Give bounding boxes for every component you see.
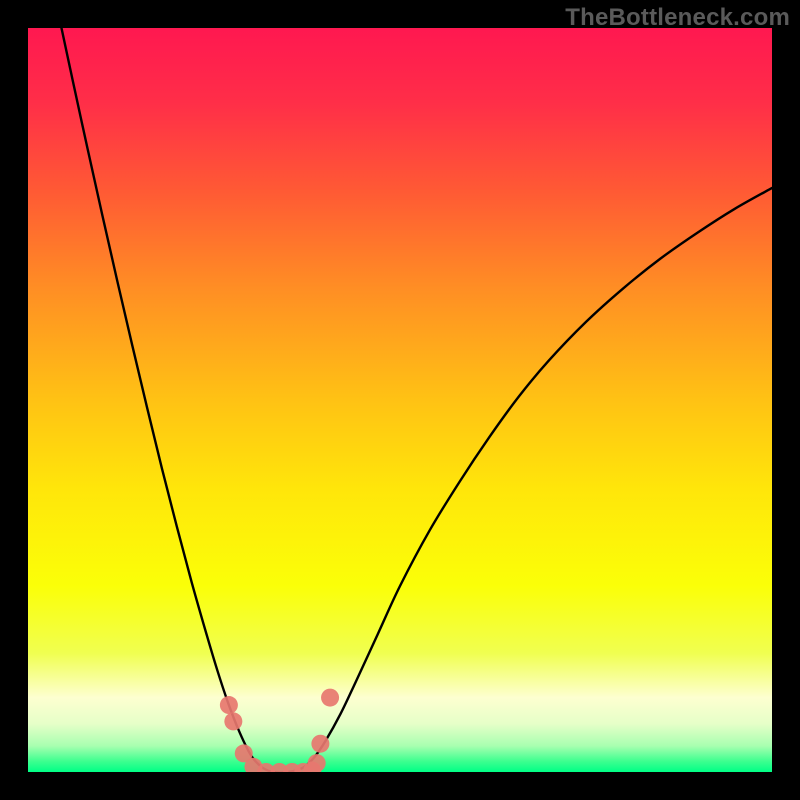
data-marker	[321, 689, 339, 707]
data-marker	[308, 754, 326, 772]
plot-background	[28, 28, 772, 772]
plot-area	[28, 28, 772, 772]
data-marker	[224, 712, 242, 730]
plot-svg	[28, 28, 772, 772]
chart-frame: TheBottleneck.com	[0, 0, 800, 800]
data-marker	[311, 735, 329, 753]
data-marker	[220, 696, 238, 714]
